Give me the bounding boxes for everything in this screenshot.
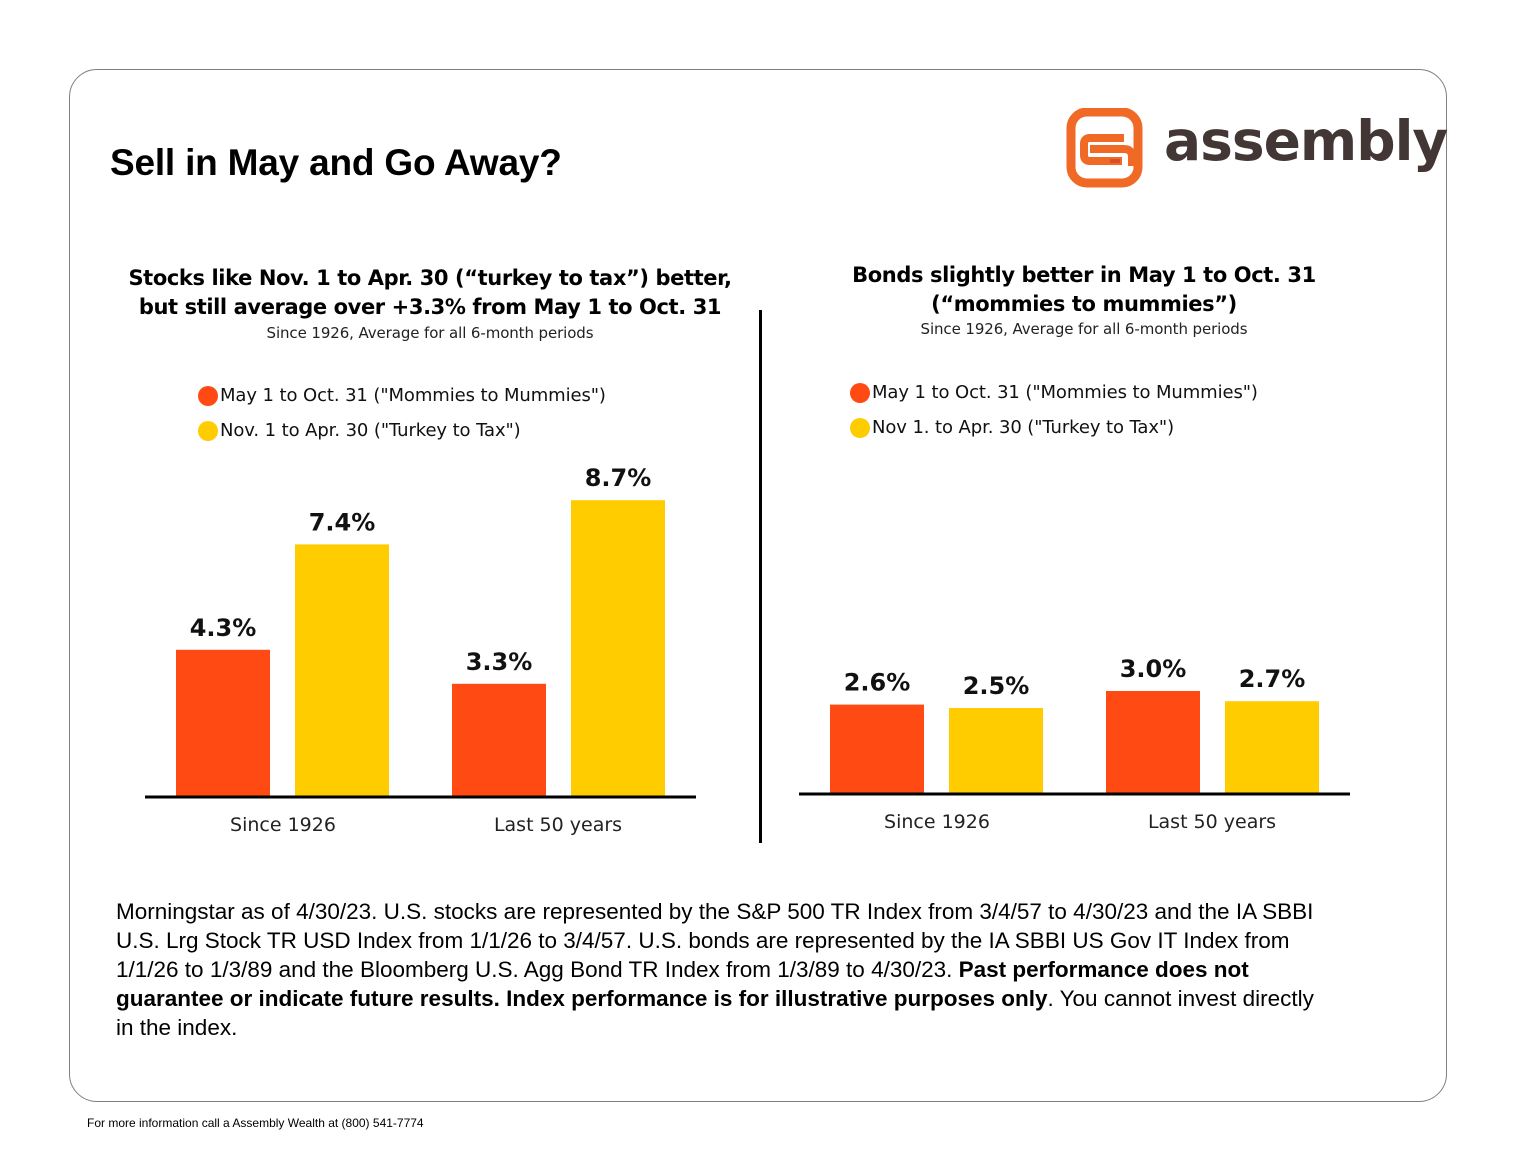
bar-value-label: 3.3% [466,648,533,676]
stocks-legend-nov-apr: Nov. 1 to Apr. 30 ("Turkey to Tax") [198,420,521,441]
bar-value-label: 3.0% [1120,655,1187,683]
panel-divider [759,310,762,843]
bar-may-oct-since-1926 [830,704,924,793]
bonds-panel-subtitle: Since 1926, Average for all 6-month peri… [920,320,1248,338]
assembly-logo-icon [1066,108,1143,188]
stocks-legend-may-oct: May 1 to Oct. 31 ("Mommies to Mummies") [198,385,606,406]
yellow-dot-icon [850,417,870,438]
bar-may-oct-last-50-years [452,683,546,796]
content-card [69,69,1447,1102]
legend-label: Nov 1. to Apr. 30 ("Turkey to Tax") [872,417,1174,438]
category-label: Last 50 years [1148,811,1276,833]
footnote-emphasis: Past performance does not guarantee or i… [116,957,1249,1011]
disclosure-footnote: Morningstar as of 4/30/23. U.S. stocks a… [116,897,1336,1042]
bar-nov-apr-since-1926 [949,708,1043,793]
bar-may-oct-last-50-years [1106,691,1200,793]
bar-value-label: 4.3% [190,614,257,642]
category-label: Since 1926 [884,811,990,833]
brand-logo: assembly [1066,108,1448,190]
stocks-panel-title: Stocks like Nov. 1 to Apr. 30 (“turkey t… [100,264,760,322]
legend-label: Nov. 1 to Apr. 30 ("Turkey to Tax") [220,420,521,441]
bonds-title-line-2: (“mommies to mummies”) [931,292,1237,316]
bar-nov-apr-last-50-years [571,500,665,796]
bar-value-label: 2.6% [844,669,911,697]
bar-nov-apr-since-1926 [295,544,389,796]
footnote-text: Morningstar as of 4/30/23. U.S. stocks a… [116,899,1314,982]
stocks-title-line-2: but still average over +3.3% from May 1 … [138,295,722,319]
bar-value-label: 2.5% [963,672,1030,700]
red-dot-icon [198,385,218,406]
category-label: Since 1926 [230,814,336,836]
bar-value-label: 8.7% [585,464,652,492]
bonds-legend-may-oct: May 1 to Oct. 31 ("Mommies to Mummies") [850,382,1258,403]
bonds-legend-nov-apr: Nov 1. to Apr. 30 ("Turkey to Tax") [850,417,1174,438]
yellow-dot-icon [198,420,218,441]
stocks-title-line-1: Stocks like Nov. 1 to Apr. 30 (“turkey t… [128,266,732,290]
bar-value-label: 7.4% [309,508,376,536]
brand-name: assembly [1164,109,1448,173]
category-label: Last 50 years [494,814,622,836]
page-title: Sell in May and Go Away? [110,142,562,183]
bar-may-oct-since-1926 [176,649,270,796]
footnote-text: . You cannot invest directly in the inde… [116,986,1314,1040]
red-dot-icon [850,382,870,403]
bonds-panel-title: Bonds slightly better in May 1 to Oct. 3… [784,261,1384,319]
legend-label: May 1 to Oct. 31 ("Mommies to Mummies") [872,382,1258,403]
contact-info: For more information call a Assembly Wea… [87,1116,424,1130]
legend-label: May 1 to Oct. 31 ("Mommies to Mummies") [220,385,606,406]
bar-nov-apr-last-50-years [1225,701,1319,793]
bar-value-label: 2.7% [1239,665,1306,693]
bonds-title-line-1: Bonds slightly better in May 1 to Oct. 3… [852,263,1316,287]
stocks-panel-subtitle: Since 1926, Average for all 6-month peri… [266,324,594,342]
